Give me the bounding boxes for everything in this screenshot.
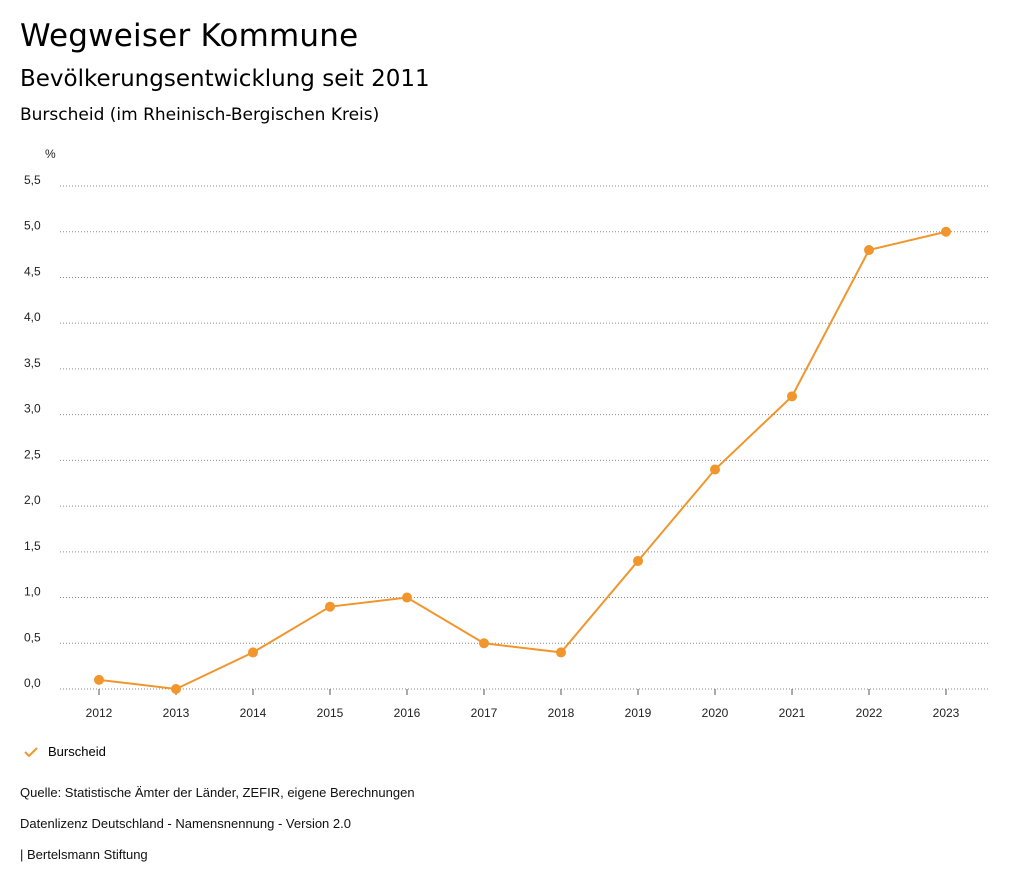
series-line — [98, 230, 947, 691]
data-point[interactable] — [479, 638, 489, 649]
y-tick-label: 0,5 — [24, 630, 41, 644]
y-tick-label: 2,0 — [24, 493, 41, 507]
y-tick-label: 1,0 — [24, 585, 41, 599]
license-note: Datenlizenz Deutschland - Namensnennung … — [20, 816, 351, 831]
x-tick-label: 2019 — [625, 706, 652, 720]
data-point[interactable] — [864, 245, 874, 256]
legend-item-burscheid[interactable]: Burscheid — [24, 744, 106, 759]
x-tick-label: 2022 — [856, 706, 883, 720]
source-note: Quelle: Statistische Ämter der Länder, Z… — [20, 785, 415, 800]
x-tick-label: 2012 — [86, 706, 113, 720]
y-tick-label: 2,5 — [24, 447, 41, 461]
legend-label: Burscheid — [48, 744, 106, 759]
y-axis-unit-label: % — [45, 147, 56, 161]
region-label: Burscheid (im Rheinisch-Bergischen Kreis… — [20, 105, 380, 125]
data-point[interactable] — [633, 555, 643, 566]
data-point[interactable] — [248, 647, 258, 658]
y-tick-label: 3,0 — [24, 402, 41, 416]
chart-subtitle: Bevölkerungsentwicklung seit 2011 — [20, 66, 430, 92]
line-chart: % 0,0 0,5 1,0 1,5 2,0 2,5 3,0 3,5 4,0 4,5 5,0 5,5 201… — [24, 147, 990, 720]
data-point[interactable] — [325, 601, 335, 612]
data-point[interactable] — [787, 391, 797, 402]
x-tick-label: 2014 — [240, 706, 267, 720]
check-icon — [24, 746, 38, 757]
x-tick-label: 2016 — [394, 706, 421, 720]
y-tick-label: 5,5 — [24, 173, 41, 187]
y-tick-label: 1,5 — [24, 539, 41, 553]
y-tick-label: 4,5 — [24, 264, 41, 278]
x-tick-label: 2015 — [317, 706, 344, 720]
publisher-note: | Bertelsmann Stiftung — [20, 847, 148, 862]
data-point[interactable] — [402, 592, 412, 603]
y-tick-label: 3,5 — [24, 356, 41, 370]
y-tick-label: 5,0 — [24, 219, 41, 233]
data-point[interactable] — [556, 647, 566, 658]
x-tick-label: 2013 — [163, 706, 190, 720]
x-tick-label: 2018 — [548, 706, 575, 720]
data-point[interactable] — [941, 226, 951, 237]
x-tick-label: 2017 — [471, 706, 498, 720]
y-tick-label: 4,0 — [24, 310, 41, 324]
page-title: Wegweiser Kommune — [20, 18, 359, 54]
x-tick-label: 2023 — [933, 706, 960, 720]
data-point[interactable] — [94, 674, 104, 685]
data-point[interactable] — [171, 684, 181, 694]
x-tick-label: 2020 — [702, 706, 729, 720]
data-point[interactable] — [710, 464, 720, 475]
y-tick-label: 0,0 — [24, 676, 41, 690]
x-tick-label: 2021 — [779, 706, 806, 720]
